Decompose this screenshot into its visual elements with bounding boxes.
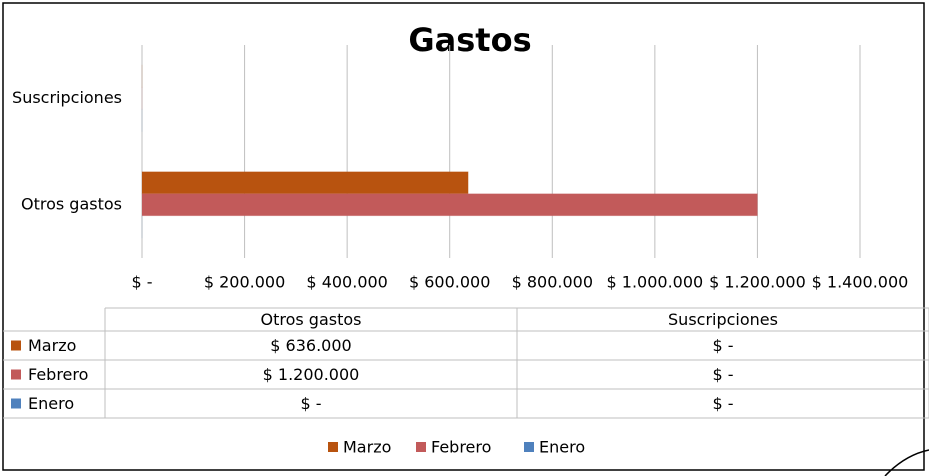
legend-label: Febrero [431,438,491,457]
table-header: Suscripciones [668,310,778,329]
x-tick-label: $ 1.000.000 [607,273,704,292]
bar [141,171,469,195]
table-cell: $ - [712,365,733,384]
y-tick-label: Otros gastos [21,194,122,213]
table-series-name: Marzo [28,336,76,355]
frame-curve [884,449,929,476]
table-cell: $ 1.200.000 [263,365,360,384]
x-tick-label: $ 600.000 [409,273,490,292]
table-series-name: Febrero [28,365,88,384]
x-tick-label: $ 200.000 [204,273,285,292]
legend-key [328,442,338,452]
x-tick-label: $ 800.000 [512,273,593,292]
table-cell: $ 636.000 [270,336,351,355]
chart-title: Gastos [408,21,531,59]
legend-key [416,442,426,452]
table-key [11,369,21,380]
x-tick-label: $ 400.000 [306,273,387,292]
table-cell: $ - [712,394,733,413]
x-tick-label: $ 1.400.000 [812,273,909,292]
legend-key [524,442,534,452]
legend-label: Marzo [343,438,391,457]
x-tick-label: $ - [131,273,152,292]
table-series-name: Enero [28,394,74,413]
legend-label: Enero [539,438,585,457]
bar [141,193,758,217]
table-key [11,398,21,409]
table-cell: $ - [300,394,321,413]
table-header: Otros gastos [261,310,362,329]
y-tick-label: Suscripciones [12,88,122,107]
table-key [11,340,21,351]
chart-frame [2,2,925,471]
table-cell: $ - [712,336,733,355]
x-tick-label: $ 1.200.000 [709,273,806,292]
